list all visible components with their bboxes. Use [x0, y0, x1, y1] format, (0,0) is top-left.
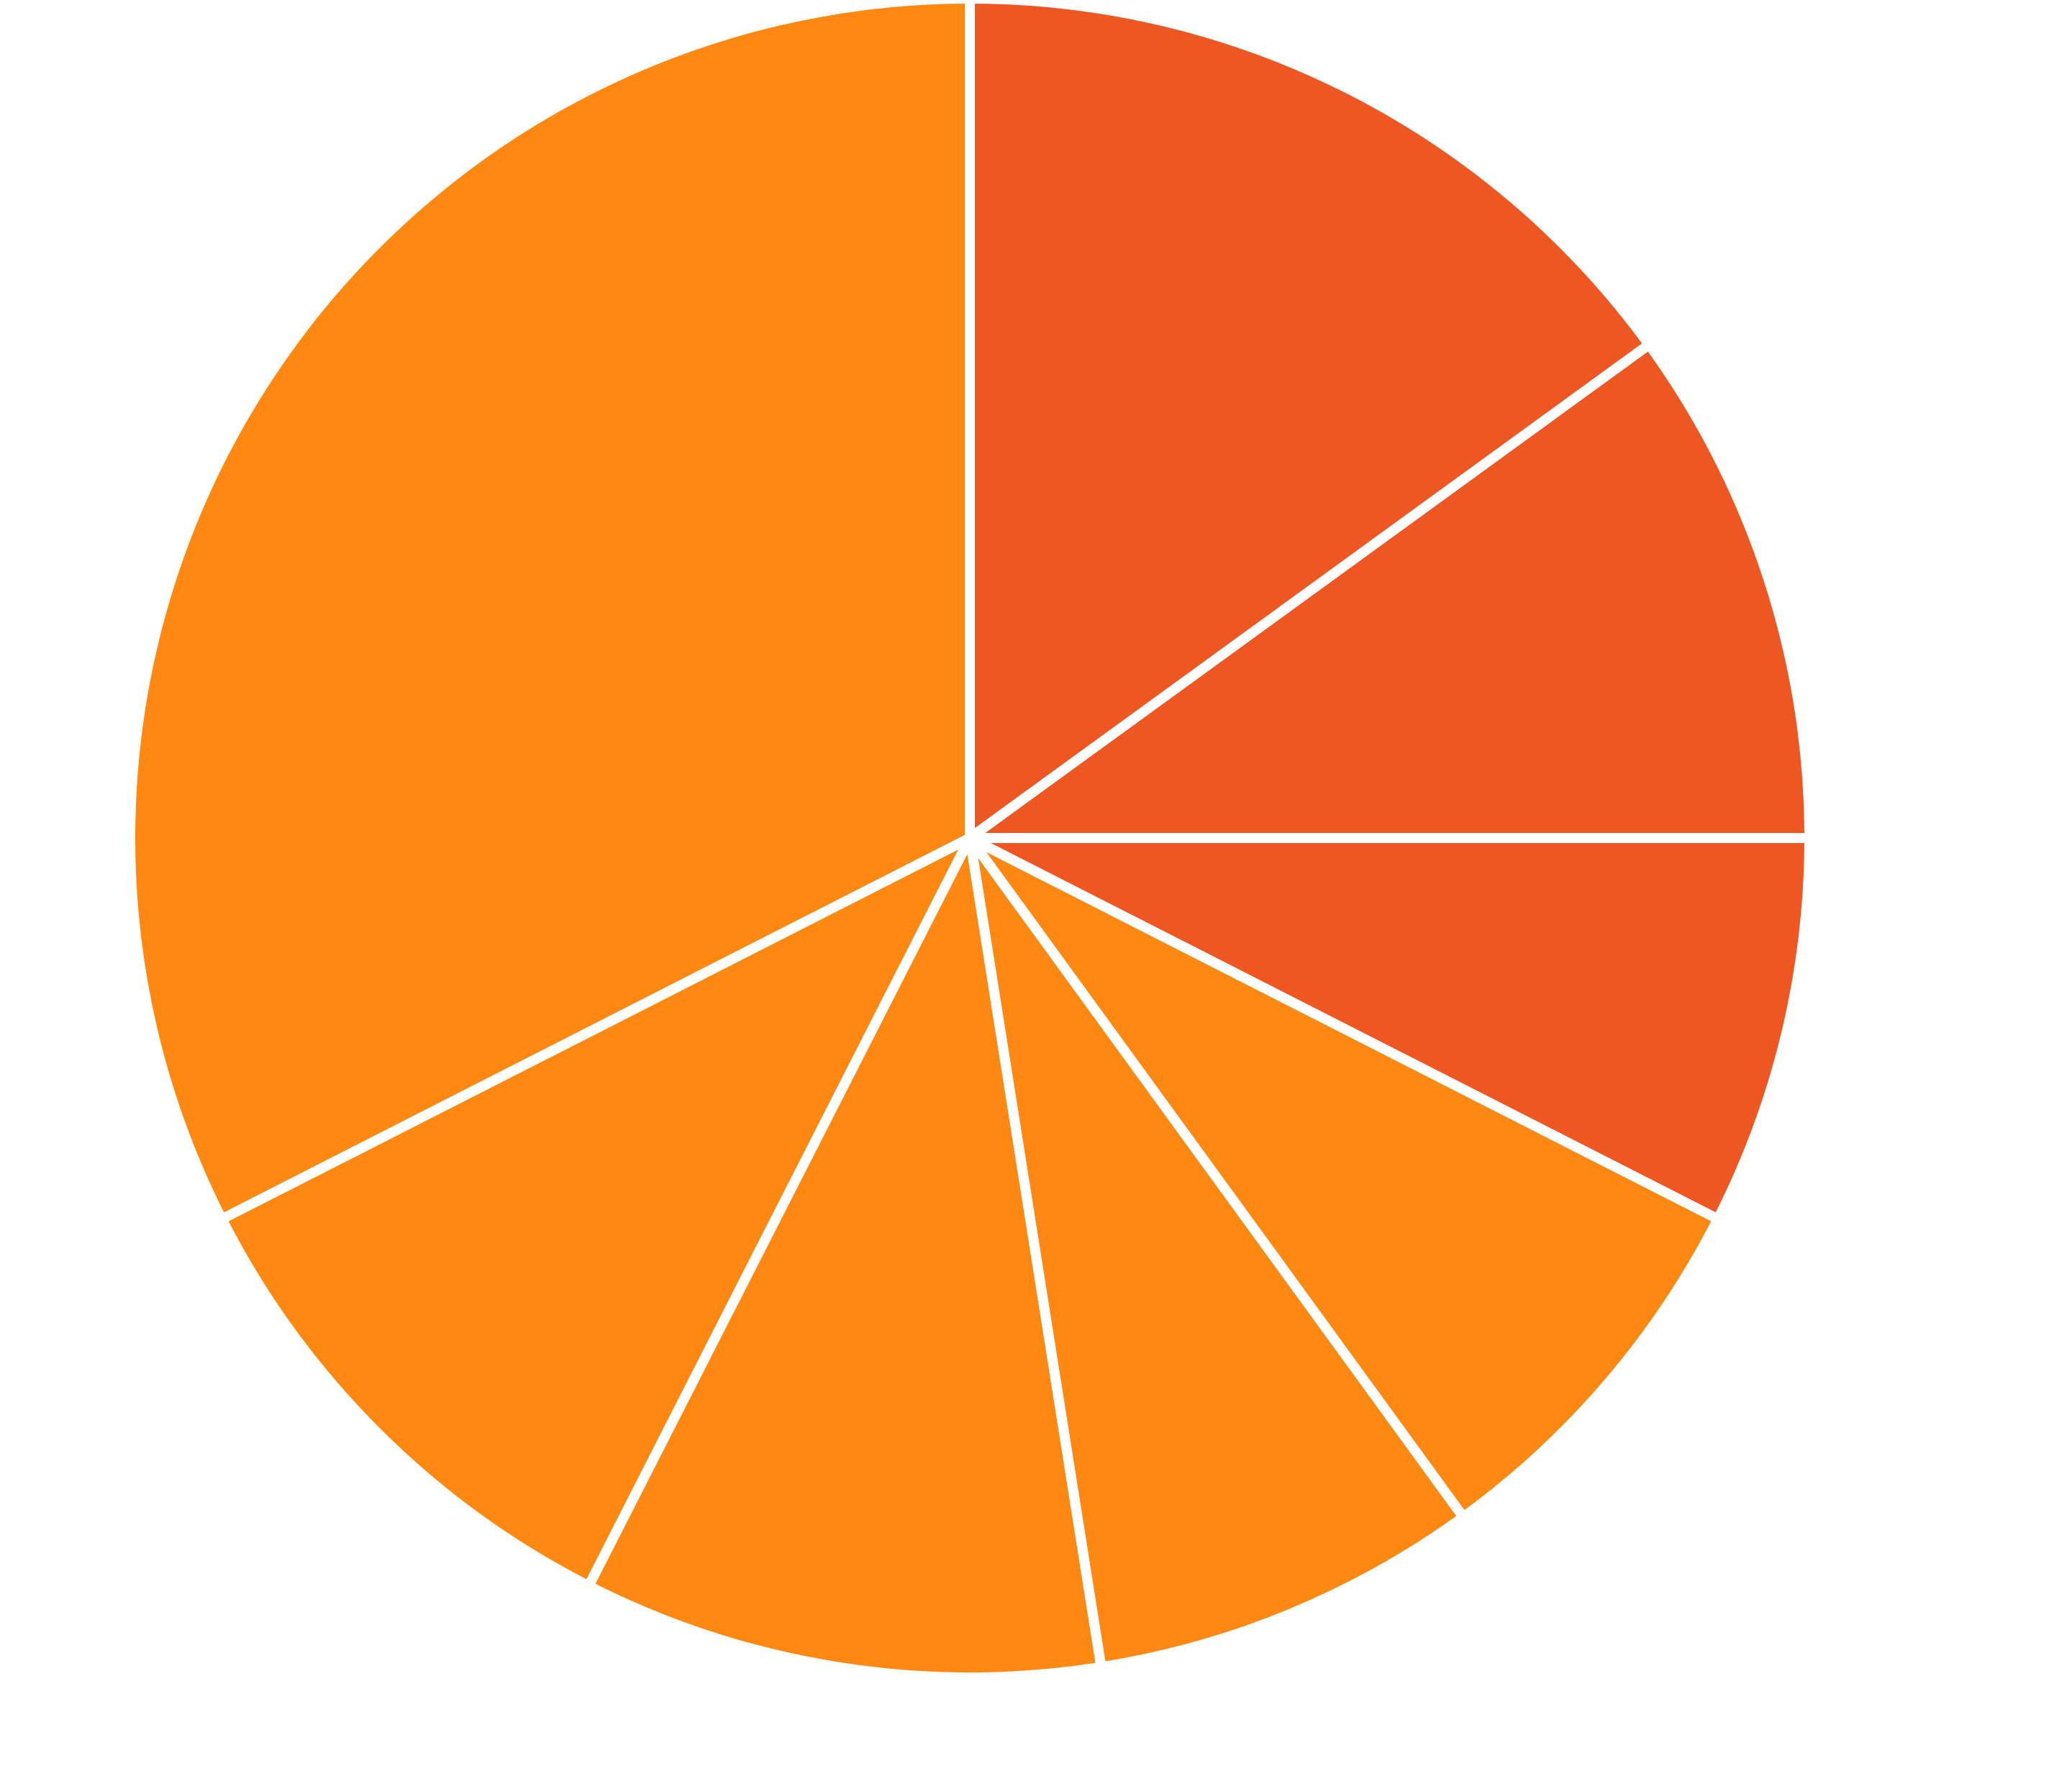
pie-slice [965, 0, 1655, 843]
pie-slice [217, 833, 975, 1591]
pie-slice [125, 0, 975, 1224]
pie-slice [965, 833, 1723, 1523]
pie-slice [965, 833, 1814, 1224]
pie-slice [965, 340, 1814, 843]
pie-slice [583, 833, 1107, 1682]
pie-slice [965, 833, 1468, 1672]
